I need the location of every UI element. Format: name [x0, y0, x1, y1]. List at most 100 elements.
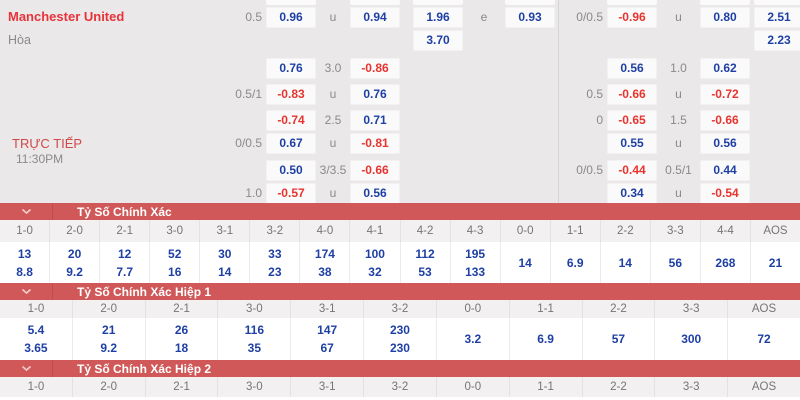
odds-cell[interactable]: -0.81	[350, 133, 400, 154]
score-odds-cell[interactable]: 116 35	[218, 318, 292, 360]
section-header-bar[interactable]: Tỷ Số Chính Xác Hiệp 2	[0, 360, 800, 377]
empty-slot	[563, 133, 603, 154]
score-column-header: 1-1	[510, 300, 583, 318]
score-odds-value: 57	[611, 332, 626, 346]
empty-slot	[505, 58, 555, 79]
odds-cell[interactable]: 3.70	[413, 30, 463, 51]
odds-cell[interactable]: 0.71	[350, 110, 400, 131]
score-odds-cell[interactable]: 5.4 3.65	[0, 318, 73, 360]
score-odds-cell[interactable]: 112 53	[401, 242, 451, 283]
odds-cell[interactable]: -0.83	[266, 84, 316, 105]
score-odds-cell[interactable]: 300	[655, 318, 729, 360]
score-odds-cell[interactable]: 72	[728, 318, 800, 360]
odds-cell[interactable]: 0.80	[700, 7, 750, 28]
odds-cell[interactable]: 0.76	[350, 84, 400, 105]
odds-cell[interactable]: -0.66	[700, 110, 750, 131]
score-column-header: 3-1	[291, 377, 365, 397]
odds-cell[interactable]: 1.96	[413, 7, 463, 28]
chevron-down-icon[interactable]	[0, 203, 53, 220]
empty-slot	[607, 30, 657, 51]
section-title: Tỷ Số Chính Xác	[77, 204, 172, 219]
odds-cell[interactable]: -0.86	[350, 58, 400, 79]
odds-cell[interactable]: 0.56	[700, 133, 750, 154]
score-odds-cell[interactable]: 14	[501, 242, 551, 283]
score-odds-value: 23	[268, 264, 282, 279]
empty-slot	[463, 58, 505, 79]
odds-row: 0/0.5 0.67 u -0.81 0.55 u 0.56	[0, 133, 800, 154]
score-odds-cell[interactable]: 57	[583, 318, 656, 360]
odds-cell[interactable]: -0.66	[607, 84, 657, 105]
odds-row: 3.70 2.23	[0, 30, 800, 51]
odds-cell[interactable]: -0.44	[607, 160, 657, 181]
score-odds-cell[interactable]: 3.2	[437, 318, 510, 360]
odds-cell[interactable]: 0.93	[505, 7, 555, 28]
odds-cell[interactable]: -0.54	[700, 183, 750, 204]
odds-cell[interactable]: -0.57	[266, 183, 316, 204]
odds-cell[interactable]: -0.74	[266, 110, 316, 131]
odds-cell[interactable]: 2.51	[754, 7, 800, 28]
odds-cell[interactable]: 0.44	[700, 160, 750, 181]
score-odds-cell[interactable]: 14	[601, 242, 651, 283]
odds-cell[interactable]: -0.72	[700, 84, 750, 105]
score-columns-row: 1-0 2-0 2-1 3-0 3-1 3-2 0-0 1-1 2-2 3-3 AOS	[0, 377, 800, 397]
score-odds-value: 14	[618, 255, 632, 270]
score-odds-value: 112	[415, 246, 435, 261]
odds-cell[interactable]: 0.76	[266, 58, 316, 79]
score-odds-cell[interactable]: 6.9	[510, 318, 583, 360]
empty-slot	[563, 30, 603, 51]
chevron-down-icon[interactable]	[0, 283, 53, 300]
empty-slot	[266, 30, 316, 51]
score-odds-cell[interactable]: 26 18	[146, 318, 219, 360]
odds-cell[interactable]: 0.96	[266, 7, 316, 28]
handicap-label: u	[675, 87, 682, 101]
odds-cell[interactable]: 0.56	[350, 183, 400, 204]
score-odds-cell[interactable]: 20 9.2	[50, 242, 101, 283]
score-odds-cell[interactable]: 100 32	[350, 242, 401, 283]
score-odds-cell[interactable]: 52 16	[150, 242, 201, 283]
handicap-label: u	[329, 10, 337, 24]
chevron-down-icon[interactable]	[0, 360, 53, 377]
score-odds-cell[interactable]: 230 230	[364, 318, 437, 360]
empty-slot	[350, 30, 400, 51]
odds-cell[interactable]: 0.67	[266, 133, 316, 154]
empty-slot	[555, 7, 563, 28]
empty-slot	[463, 30, 505, 51]
empty-slot	[0, 160, 228, 181]
empty-slot	[505, 183, 555, 204]
odds-cell[interactable]: 0.62	[700, 58, 750, 79]
score-odds-cell[interactable]: 21 9.2	[73, 318, 146, 360]
score-column-header: 2-1	[146, 300, 219, 318]
score-odds-cell[interactable]: 268	[701, 242, 751, 283]
score-odds-cell[interactable]: 147 67	[291, 318, 365, 360]
odds-cell[interactable]: 0.55	[607, 133, 657, 154]
handicap-label: u	[329, 87, 337, 101]
score-column-header: 3-0	[150, 220, 201, 242]
odds-cell[interactable]: 0.94	[350, 7, 400, 28]
score-odds-value: 3.2	[464, 332, 482, 346]
score-odds-cell[interactable]: 195 133	[451, 242, 501, 283]
score-odds-cell[interactable]: 56	[651, 242, 701, 283]
section-header-bar[interactable]: Tỷ Số Chính Xác	[0, 203, 800, 220]
odds-cell[interactable]: 0.56	[607, 58, 657, 79]
empty-slot	[400, 58, 413, 79]
odds-cell[interactable]: -0.66	[350, 160, 400, 181]
score-odds-cell[interactable]: 21	[751, 242, 800, 283]
odds-cell[interactable]: 0.50	[266, 160, 316, 181]
score-section: Tỷ Số Chính Xác Hiệp 2 1-0 2-0 2-1 3-0 3-1 3-2…	[0, 360, 800, 400]
handicap-label: 0.5	[245, 10, 262, 24]
score-odds-cell[interactable]: 33 23	[250, 242, 301, 283]
empty-slot	[563, 58, 603, 79]
score-odds-cell[interactable]: 12 7.7	[100, 242, 151, 283]
score-odds-value: 35	[247, 341, 262, 355]
odds-cell[interactable]: -0.65	[607, 110, 657, 131]
score-column-header: 2-0	[73, 300, 146, 318]
odds-cell[interactable]: -0.96	[607, 7, 657, 28]
odds-cell[interactable]: 2.23	[754, 30, 800, 51]
score-odds-value: 53	[418, 264, 432, 279]
score-odds-cell[interactable]: 13 8.8	[0, 242, 51, 283]
section-header-bar[interactable]: Tỷ Số Chính Xác Hiệp 1	[0, 283, 800, 300]
score-odds-cell[interactable]: 30 14	[200, 242, 251, 283]
score-odds-cell[interactable]: 6.9	[551, 242, 601, 283]
score-odds-cell[interactable]: 174 38	[300, 242, 351, 283]
odds-cell[interactable]: 0.34	[607, 183, 657, 204]
